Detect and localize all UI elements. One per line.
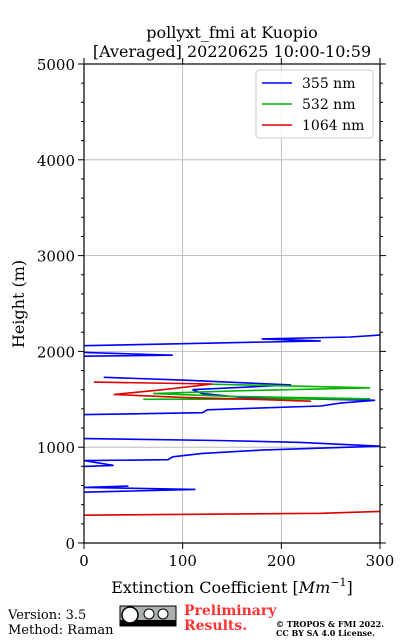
x-label-part: Extinction Coefficient [ xyxy=(111,578,299,597)
plot-frame xyxy=(83,63,381,544)
x-axis-label: Extinction Coefficient [Mm−1] xyxy=(111,576,353,597)
y-tick-label: 2000 xyxy=(37,343,75,361)
preliminary: Preliminary xyxy=(184,603,277,619)
legend-label: 355 nm xyxy=(302,76,355,92)
y-tick-label: 4000 xyxy=(37,152,75,170)
x-tick-label: 300 xyxy=(366,552,395,570)
x-tick-label: 200 xyxy=(267,552,296,570)
preliminary: Results. xyxy=(184,618,247,634)
y-tick-label: 0 xyxy=(65,535,75,553)
copyright: © TROPOS & FMI 2022. xyxy=(276,619,384,629)
profile-line xyxy=(143,383,371,401)
y-axis-label: Height (m) xyxy=(9,260,28,348)
y-tick-label: 5000 xyxy=(37,56,75,74)
profile-line xyxy=(83,381,381,516)
plot-lines xyxy=(83,334,381,516)
x-label-part: ] xyxy=(347,578,353,597)
method: Method: Raman xyxy=(8,623,114,638)
x-tick-label: 100 xyxy=(168,552,197,570)
profile-line xyxy=(83,334,381,493)
title-line: pollyxt_fmi at Kuopio xyxy=(146,23,317,42)
version: Version: 3.5 xyxy=(7,608,86,623)
legend-label: 1064 nm xyxy=(302,118,364,134)
cc-badge xyxy=(119,605,177,627)
legend-label: 532 nm xyxy=(302,97,355,113)
legend: 355 nm 532 nm 1064 nm xyxy=(255,69,374,139)
x-label-part: Mm xyxy=(298,578,331,597)
copyright: CC BY SA 4.0 License. xyxy=(276,628,375,638)
title-line: [Averaged] 20220625 10:00-10:59 xyxy=(93,42,371,61)
y-tick-label: 1000 xyxy=(37,439,75,457)
y-tick-label: 3000 xyxy=(37,248,75,266)
x-label-part: −1 xyxy=(330,576,346,589)
x-tick-label: 0 xyxy=(79,552,89,570)
legend-box xyxy=(255,69,374,139)
